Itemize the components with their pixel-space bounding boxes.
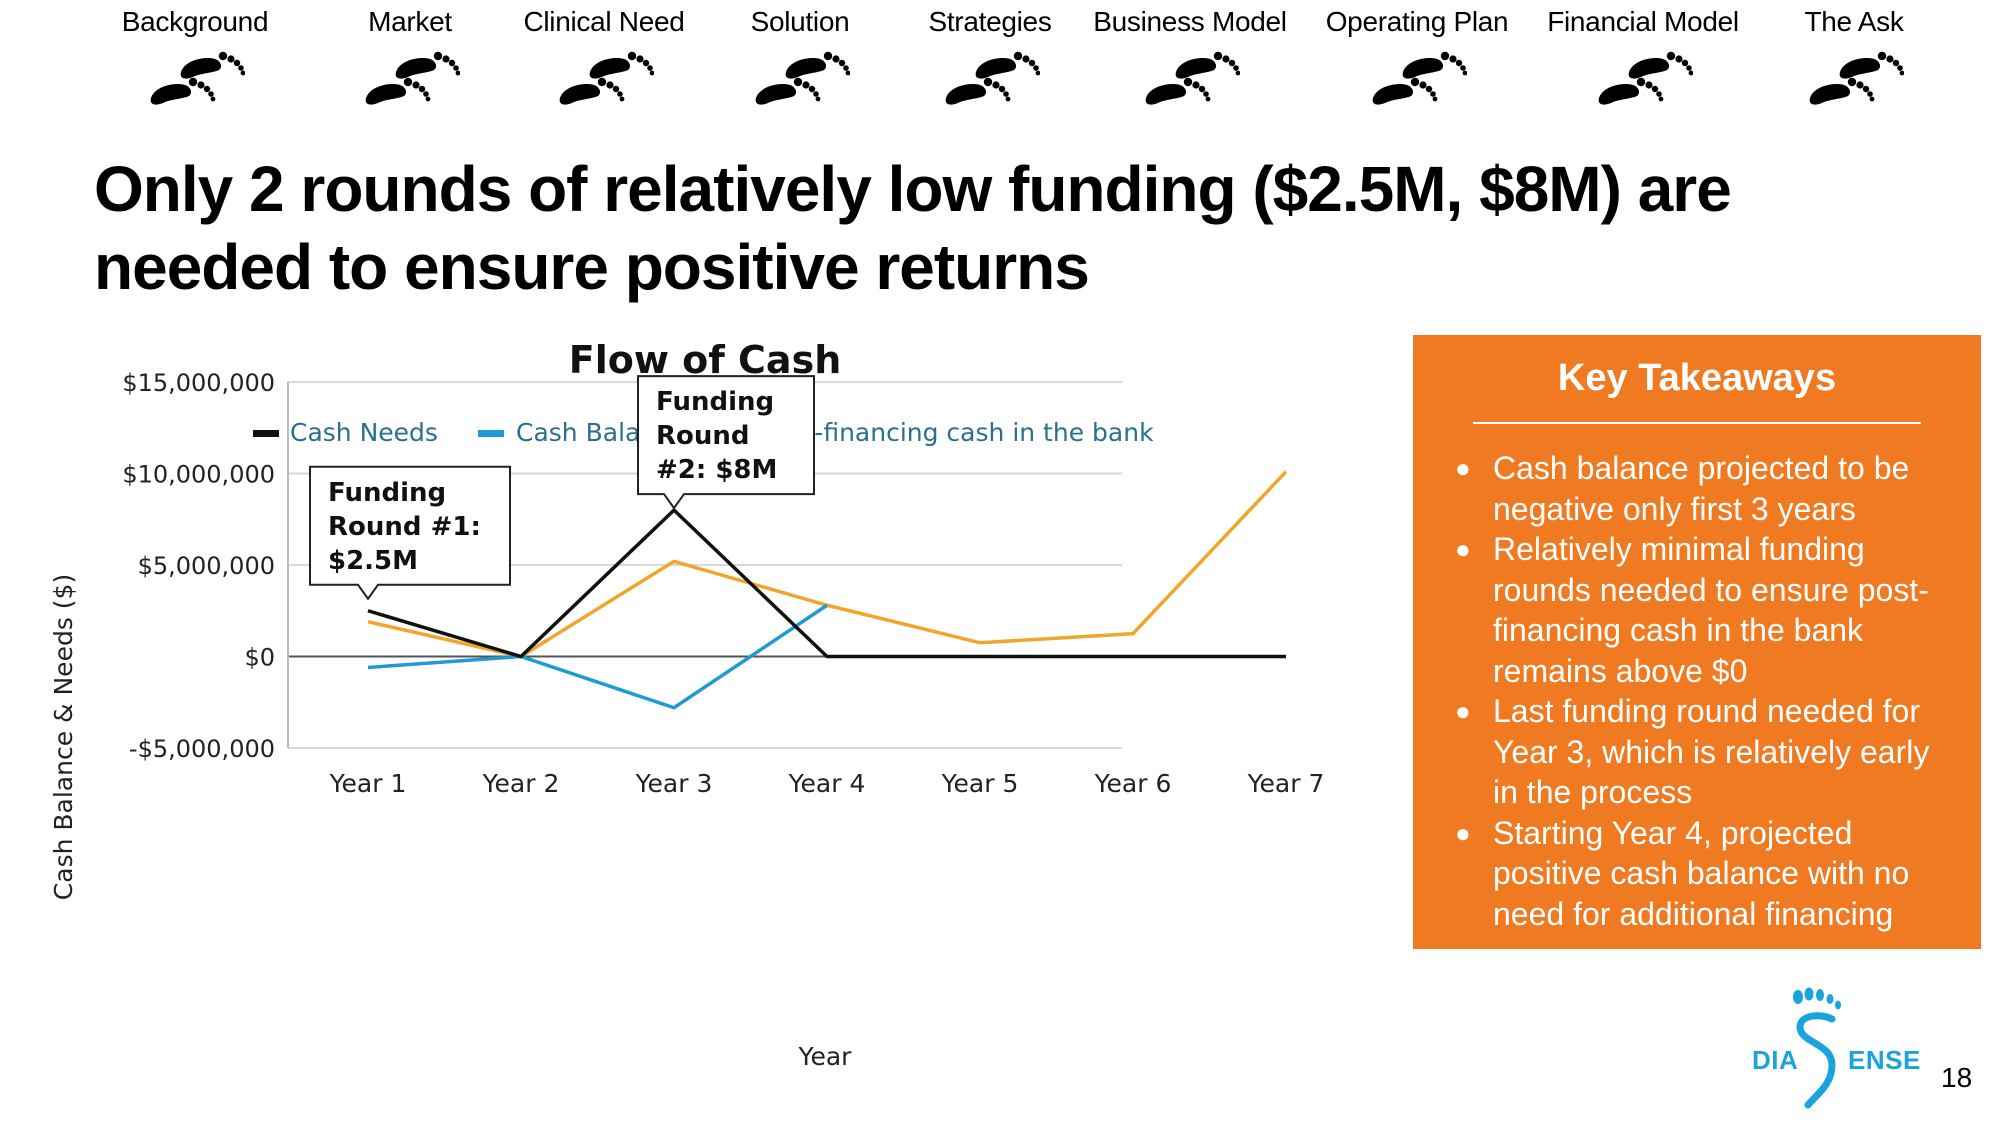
footprints-icon: [1372, 51, 1467, 105]
footprints-icon: [1145, 51, 1240, 105]
takeaway-text: Last funding round needed for Year 3, wh…: [1493, 693, 1930, 810]
slide-title-line-2: needed to ensure positive returns: [94, 231, 1090, 303]
takeaway-text: Starting Year 4, projected positive cash…: [1493, 814, 1910, 932]
bullet-icon: ●: [1455, 817, 1471, 848]
chart-title: Flow of Cash: [569, 338, 842, 382]
x-axis-ticks: Year 1 Year 2 Year 3 Year 4 Year 5 Year 6 Year…: [329, 769, 1325, 798]
nav-step-label: Operating Plan: [1325, 6, 1509, 37]
nav-step-label: The Ask: [1804, 6, 1904, 37]
y-tick-label: $15,000,000: [122, 369, 275, 397]
nav-step-label: Financial Model: [1547, 6, 1739, 37]
slide-title: Only 2 rounds of relatively low funding …: [94, 150, 1874, 306]
bullet-icon: ●: [1455, 696, 1471, 726]
annotation-text: $2.5M: [328, 546, 418, 576]
key-takeaways-list: ● Cash balance projected to be negative o…: [1443, 448, 1951, 934]
diasense-logo: DIA ENSE: [1752, 985, 1932, 1115]
nav-step-market[interactable]: Market: [290, 6, 530, 112]
logo-text-right: ENSE: [1848, 1045, 1921, 1075]
nav-step-label: Strategies: [928, 6, 1052, 37]
annotation-box: [637, 375, 815, 510]
key-takeaways-title: Key Takeaways: [1557, 357, 1837, 399]
nav-step-business-model[interactable]: Business Model: [1070, 6, 1310, 112]
logo-text-left: DIA: [1752, 1045, 1799, 1075]
bullet-icon: ●: [1455, 534, 1471, 564]
nav-step-clinical-need[interactable]: Clinical Need: [484, 6, 724, 112]
footprints-icon: [150, 51, 245, 105]
x-tick-label: Year 3: [635, 769, 713, 798]
annotation-callout: Funding Round #2: $8M: [637, 375, 815, 510]
nav-step-background[interactable]: Background: [75, 6, 315, 112]
y-tick-label: $10,000,000: [122, 461, 275, 489]
legend-swatch-cash-needs: [253, 430, 279, 437]
slide-title-line-1: Only 2 rounds of relatively low funding …: [94, 153, 1732, 225]
nav-step-label: Solution: [750, 6, 850, 37]
legend-item-cash-needs[interactable]: Cash Needs: [253, 418, 438, 447]
nav-step-financial-model[interactable]: Financial Model: [1523, 6, 1763, 112]
list-item: ● Relatively minimal funding rounds neede…: [1443, 529, 1951, 691]
list-item: ● Cash balance projected to be negative o…: [1443, 448, 1951, 529]
chart-series: [367, 470, 1288, 710]
x-tick-label: Year 2: [482, 769, 560, 798]
annotation-text: Round: [656, 421, 750, 451]
x-axis-label: Year: [798, 1042, 853, 1071]
chart-annotations: Funding Round #1: $2.5M Funding Round #2: $8M: [309, 375, 815, 601]
annotation-text: Funding: [328, 478, 446, 508]
list-item: ● Last funding round needed for Year 3, w…: [1443, 691, 1951, 813]
legend-swatch-cash-balance: [478, 430, 504, 437]
nav-step-operating-plan[interactable]: Operating Plan: [1297, 6, 1537, 112]
y-tick-label: $5,000,000: [138, 552, 275, 580]
list-item: ● Starting Year 4, projected positive cas…: [1443, 813, 1951, 935]
y-axis-ticks: -$5,000,000 $0 $5,000,000 $10,000,000 $15,00…: [122, 369, 275, 763]
chart-canvas: Flow of Cash Cash Needs Cash Balance Pos…: [49, 338, 1325, 1071]
y-tick-label: -$5,000,000: [129, 735, 275, 763]
takeaway-text: Cash balance projected to be negative on…: [1493, 450, 1910, 527]
nav-step-label: Clinical Need: [523, 6, 685, 37]
cash-flow-chart: Flow of Cash Cash Needs Cash Balance Pos…: [40, 330, 1380, 1090]
key-takeaways-divider: [1473, 422, 1921, 424]
nav-step-strategies[interactable]: Strategies: [870, 6, 1110, 112]
footprints-icon: [365, 51, 460, 105]
footprints-icon: [945, 51, 1040, 105]
series-line-cash-needs: [367, 507, 1286, 659]
annotation-text: Round #1:: [328, 512, 481, 542]
annotation-text: #2: $8M: [656, 455, 777, 485]
nav-step-label: Business Model: [1093, 6, 1287, 37]
key-takeaways-panel: Key Takeaways ● Cash balance projected to…: [1413, 335, 1981, 949]
bullet-icon: ●: [1455, 453, 1471, 483]
footprints-icon: [1598, 51, 1693, 105]
nav-step-the-ask[interactable]: The Ask: [1734, 6, 1974, 112]
annotation-box: [309, 465, 511, 601]
logo-foot-icon: [1793, 987, 1841, 1109]
nav-step-solution[interactable]: Solution: [680, 6, 920, 112]
x-tick-label: Year 6: [1094, 769, 1172, 798]
nav-step-label: Background: [121, 6, 269, 37]
x-tick-label: Year 4: [788, 769, 866, 798]
x-tick-label: Year 7: [1247, 769, 1325, 798]
x-tick-label: Year 5: [941, 769, 1019, 798]
series-line-cash-balance: [367, 603, 828, 710]
y-axis-label: Cash Balance & Needs ($): [49, 574, 78, 900]
footprints-icon: [755, 51, 850, 105]
annotation-callout: Funding Round #1: $2.5M: [309, 465, 511, 601]
page-number: 18: [1941, 1062, 1973, 1093]
annotation-text: Funding: [656, 387, 774, 417]
legend-label-post-financing: Post-financing cash in the bank: [762, 418, 1154, 447]
y-tick-label: $0: [244, 644, 275, 672]
footprints-icon: [1809, 51, 1904, 105]
legend-label-cash-needs: Cash Needs: [290, 418, 438, 447]
progress-nav: Background Market Clinical Need Solution…: [0, 0, 2000, 120]
footprints-icon: [559, 51, 654, 105]
nav-step-label: Market: [368, 6, 452, 37]
takeaway-text: Relatively minimal funding rounds needed…: [1493, 531, 1929, 689]
x-tick-label: Year 1: [329, 769, 407, 798]
